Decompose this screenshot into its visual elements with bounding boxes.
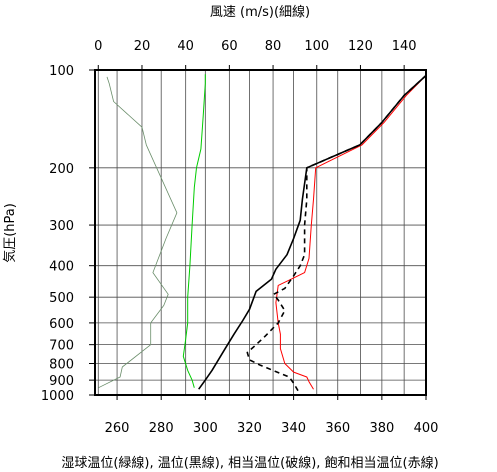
series-theta (198, 74, 427, 390)
series-wind (98, 76, 178, 389)
y-tick-label: 900 (49, 374, 74, 389)
y-tick-label: 300 (49, 219, 74, 234)
top-tick-label: 0 (94, 39, 102, 54)
y-tick-label: 200 (49, 162, 74, 177)
top-tick-label: 80 (265, 39, 282, 54)
plot-frame (94, 69, 427, 396)
grid (95, 69, 427, 396)
y-tick-label: 700 (49, 339, 74, 354)
y-tick-label: 500 (49, 291, 74, 306)
bottom-tick-label: 380 (369, 421, 394, 436)
bottom-tick-label: 300 (193, 421, 218, 436)
bottom-tick-label: 280 (149, 421, 174, 436)
top-tick-label: 120 (348, 39, 373, 54)
series-theta-es (275, 75, 427, 390)
bottom-axis-ticks: 260 280 300 320 340 360 380 400 (105, 395, 439, 436)
bottom-tick-label: 360 (325, 421, 350, 436)
bottom-tick-label: 260 (105, 421, 130, 436)
bottom-tick-label: 340 (281, 421, 306, 436)
top-tick-label: 20 (134, 39, 151, 54)
bottom-tick-label: 400 (414, 421, 439, 436)
series-layer (98, 74, 427, 392)
top-tick-label: 60 (221, 39, 238, 54)
y-tick-label: 400 (49, 260, 74, 275)
y-tick-label: 600 (49, 317, 74, 332)
y-tick-label: 1000 (41, 389, 74, 404)
top-axis-label: 風速 (m/s)(細線) (210, 4, 310, 20)
series-theta-e (246, 74, 427, 392)
top-tick-label: 40 (177, 39, 194, 54)
top-tick-label: 140 (392, 39, 417, 54)
series-wet-bulb (182, 74, 206, 388)
top-tick-label: 100 (304, 39, 329, 54)
y-tick-label: 100 (49, 64, 74, 79)
y-tick-label: 800 (49, 358, 74, 373)
bottom-tick-label: 320 (237, 421, 262, 436)
bottom-axis-label: 湿球温位(緑線), 温位(黒線), 相当温位(破線), 飽和相当温位(赤線) (61, 455, 438, 471)
y-axis-label: 気圧(hPa) (2, 203, 18, 263)
top-axis-ticks: 0 20 40 60 80 100 120 140 (94, 39, 417, 70)
